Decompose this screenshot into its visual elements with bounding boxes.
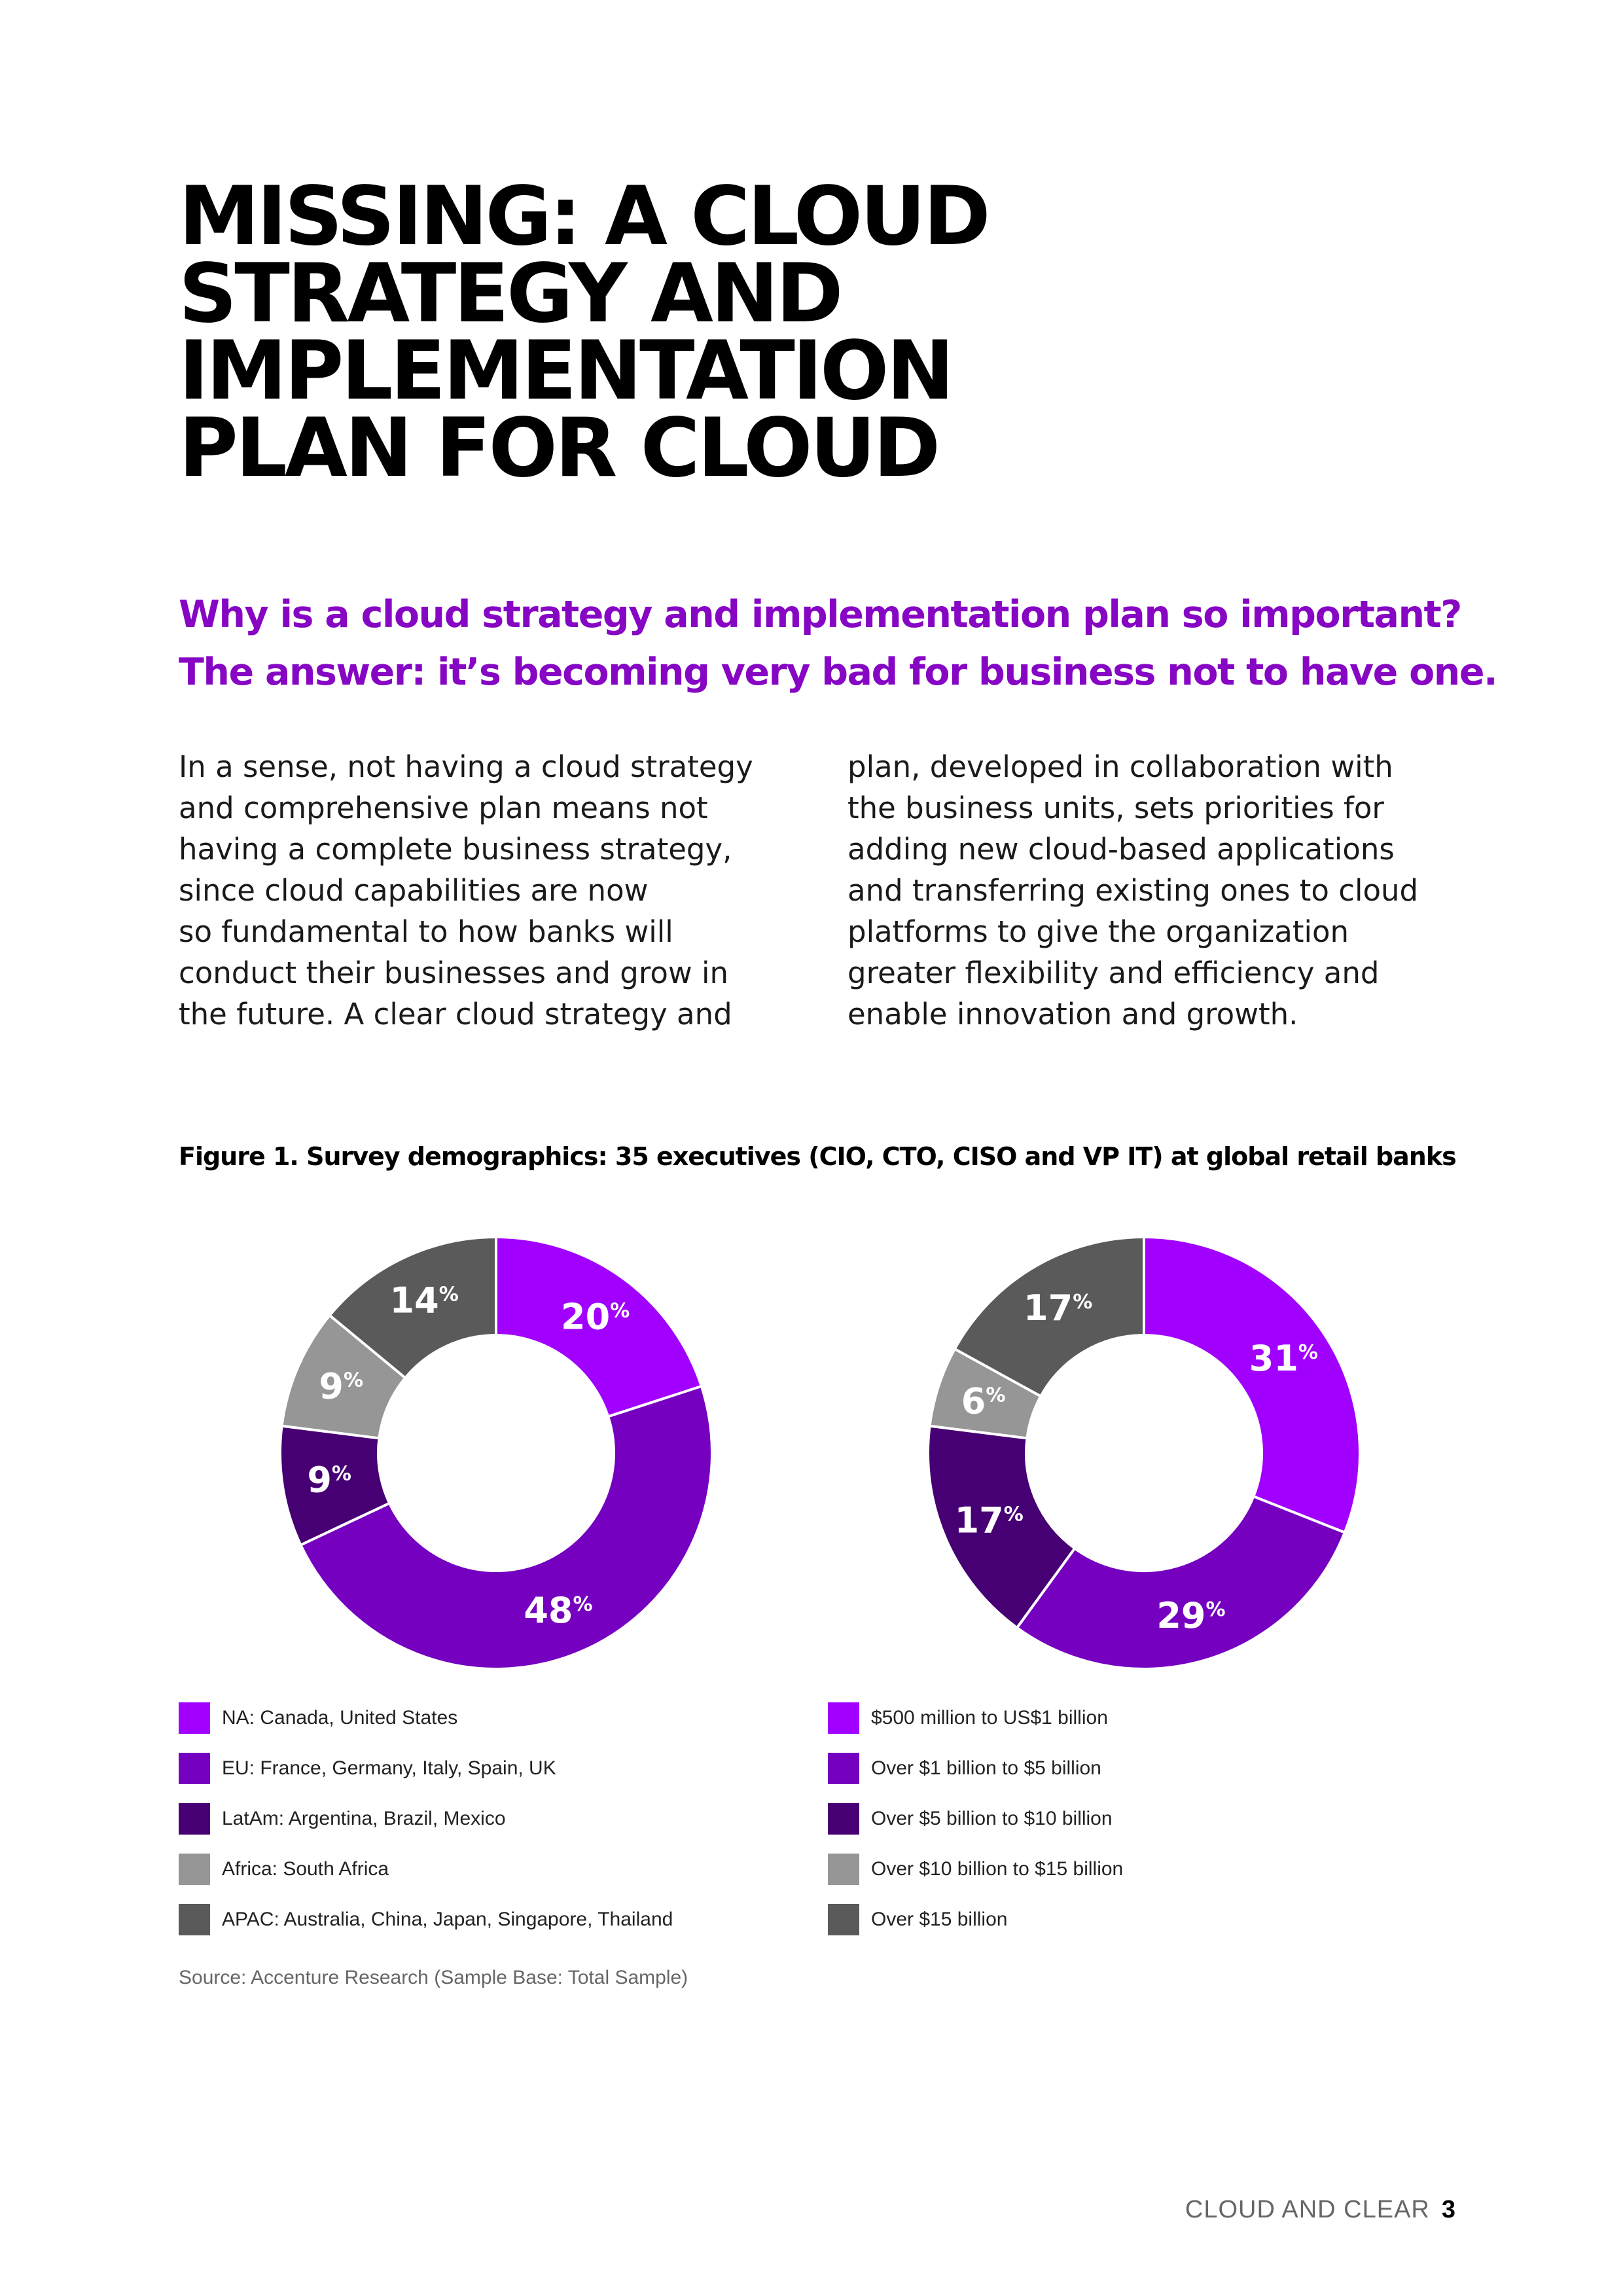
body-line: since cloud capabilities are now: [179, 873, 649, 908]
region-donut-svg: 20% 48% 9% 9% 14%: [279, 1235, 713, 1670]
legend-item: Over $10 billion to $15 billion: [828, 1853, 1123, 1886]
body-line: greater flexibility and efficiency and: [847, 956, 1380, 990]
legend-label: LatAm: Argentina, Brazil, Mexico: [222, 1808, 506, 1829]
slice-data-label: 14%: [390, 1280, 459, 1321]
page-title: MISSING: A CLOUD STRATEGY AND IMPLEMENTA…: [179, 170, 1422, 495]
body-line: the business units, sets priorities for: [847, 791, 1384, 825]
slice-data-label: 6%: [961, 1380, 1006, 1422]
revenue-donut-chart: 31% 29% 17% 6% 17%: [915, 1224, 1373, 1682]
page-footer: CLOUD AND CLEAR 3: [1185, 2196, 1456, 2224]
legend-item: Over $1 billion to $5 billion: [828, 1752, 1123, 1785]
slice-data-label: 9%: [319, 1366, 363, 1407]
subtitle: Why is a cloud strategy and implementati…: [179, 586, 1553, 701]
slice-data-label: 17%: [1024, 1287, 1092, 1329]
legend-item: Over $15 billion: [828, 1903, 1123, 1936]
legend-swatch: [179, 1854, 210, 1885]
footer-title: CLOUD AND CLEAR: [1185, 2196, 1430, 2223]
legend-label: Over $10 billion to $15 billion: [871, 1858, 1124, 1880]
page-number: 3: [1441, 2196, 1456, 2223]
donut-slice: [327, 1235, 497, 1380]
slice-data-label: 9%: [307, 1459, 351, 1500]
legend-swatch: [828, 1803, 859, 1835]
donut-slice: [927, 1424, 1077, 1630]
body-text-right-column: plan, developed in collaboration with th…: [847, 746, 1463, 1035]
legend-item: $500 million to US$1 billion: [828, 1702, 1123, 1734]
donut-slice: [1015, 1494, 1347, 1670]
legend-label: Over $15 billion: [871, 1909, 1008, 1930]
donut-slice: [495, 1235, 704, 1418]
legend-label: NA: Canada, United States: [222, 1707, 458, 1729]
donut-slice: [298, 1384, 713, 1670]
region-donut-chart: 20% 48% 9% 9% 14%: [267, 1224, 725, 1682]
source-note: Source: Accenture Research (Sample Base:…: [179, 1967, 688, 1988]
subtitle-line: The answer: it’s becoming very bad for b…: [179, 651, 1498, 694]
figure-caption: Figure 1. Survey demographics: 35 execut…: [179, 1142, 1457, 1171]
legend-swatch: [179, 1702, 210, 1734]
slice-data-label: 29%: [1156, 1595, 1225, 1636]
body-line: the future. A clear cloud strategy and: [179, 997, 732, 1031]
legend-swatch: [828, 1904, 859, 1935]
legend-label: Over $1 billion to $5 billion: [871, 1757, 1101, 1779]
legend-item: Africa: South Africa: [179, 1853, 673, 1886]
donut-slice: [1143, 1235, 1361, 1535]
donut-slice: [953, 1235, 1145, 1398]
legend-item: EU: France, Germany, Italy, Spain, UK: [179, 1752, 673, 1785]
subtitle-line: Why is a cloud strategy and implementati…: [179, 593, 1462, 636]
revenue-legend: $500 million to US$1 billion Over $1 bil…: [828, 1702, 1123, 1954]
body-text-left-column: In a sense, not having a cloud strategy …: [179, 746, 794, 1035]
legend-swatch: [828, 1854, 859, 1885]
legend-label: Over $5 billion to $10 billion: [871, 1808, 1113, 1829]
body-line: enable innovation and growth.: [847, 997, 1298, 1031]
legend-label: EU: France, Germany, Italy, Spain, UK: [222, 1757, 556, 1779]
body-line: conduct their businesses and grow in: [179, 956, 728, 990]
body-line: and transferring existing ones to cloud: [847, 873, 1419, 908]
title-line: PLAN FOR CLOUD: [179, 401, 940, 495]
legend-label: $500 million to US$1 billion: [871, 1707, 1108, 1729]
legend-label: APAC: Australia, China, Japan, Singapore…: [222, 1909, 673, 1930]
legend-swatch: [179, 1753, 210, 1784]
legend-item: Over $5 billion to $10 billion: [828, 1803, 1123, 1835]
body-line: In a sense, not having a cloud strategy: [179, 749, 753, 784]
legend-item: LatAm: Argentina, Brazil, Mexico: [179, 1803, 673, 1835]
title-line: STRATEGY AND: [179, 247, 844, 341]
region-legend: NA: Canada, United States EU: France, Ge…: [179, 1702, 673, 1954]
slice-data-label: 17%: [955, 1499, 1024, 1541]
legend-label: Africa: South Africa: [222, 1858, 389, 1880]
legend-swatch: [828, 1702, 859, 1734]
slice-data-label: 48%: [524, 1590, 592, 1631]
body-line: plan, developed in collaboration with: [847, 749, 1393, 784]
legend-swatch: [828, 1753, 859, 1784]
body-line: and comprehensive plan means not: [179, 791, 708, 825]
body-line: platforms to give the organization: [847, 914, 1349, 949]
legend-item: NA: Canada, United States: [179, 1702, 673, 1734]
legend-swatch: [179, 1904, 210, 1935]
slice-data-label: 20%: [561, 1296, 630, 1337]
legend-item: APAC: Australia, China, Japan, Singapore…: [179, 1903, 673, 1936]
revenue-donut-svg: 31% 29% 17% 6% 17%: [927, 1235, 1361, 1670]
body-line: so fundamental to how banks will: [179, 914, 673, 949]
body-line: having a complete business strategy,: [179, 832, 732, 867]
slice-data-label: 31%: [1249, 1338, 1318, 1379]
title-line: IMPLEMENTATION: [179, 324, 954, 418]
legend-swatch: [179, 1803, 210, 1835]
title-line: MISSING: A CLOUD: [179, 170, 991, 264]
body-line: adding new cloud-based applications: [847, 832, 1395, 867]
